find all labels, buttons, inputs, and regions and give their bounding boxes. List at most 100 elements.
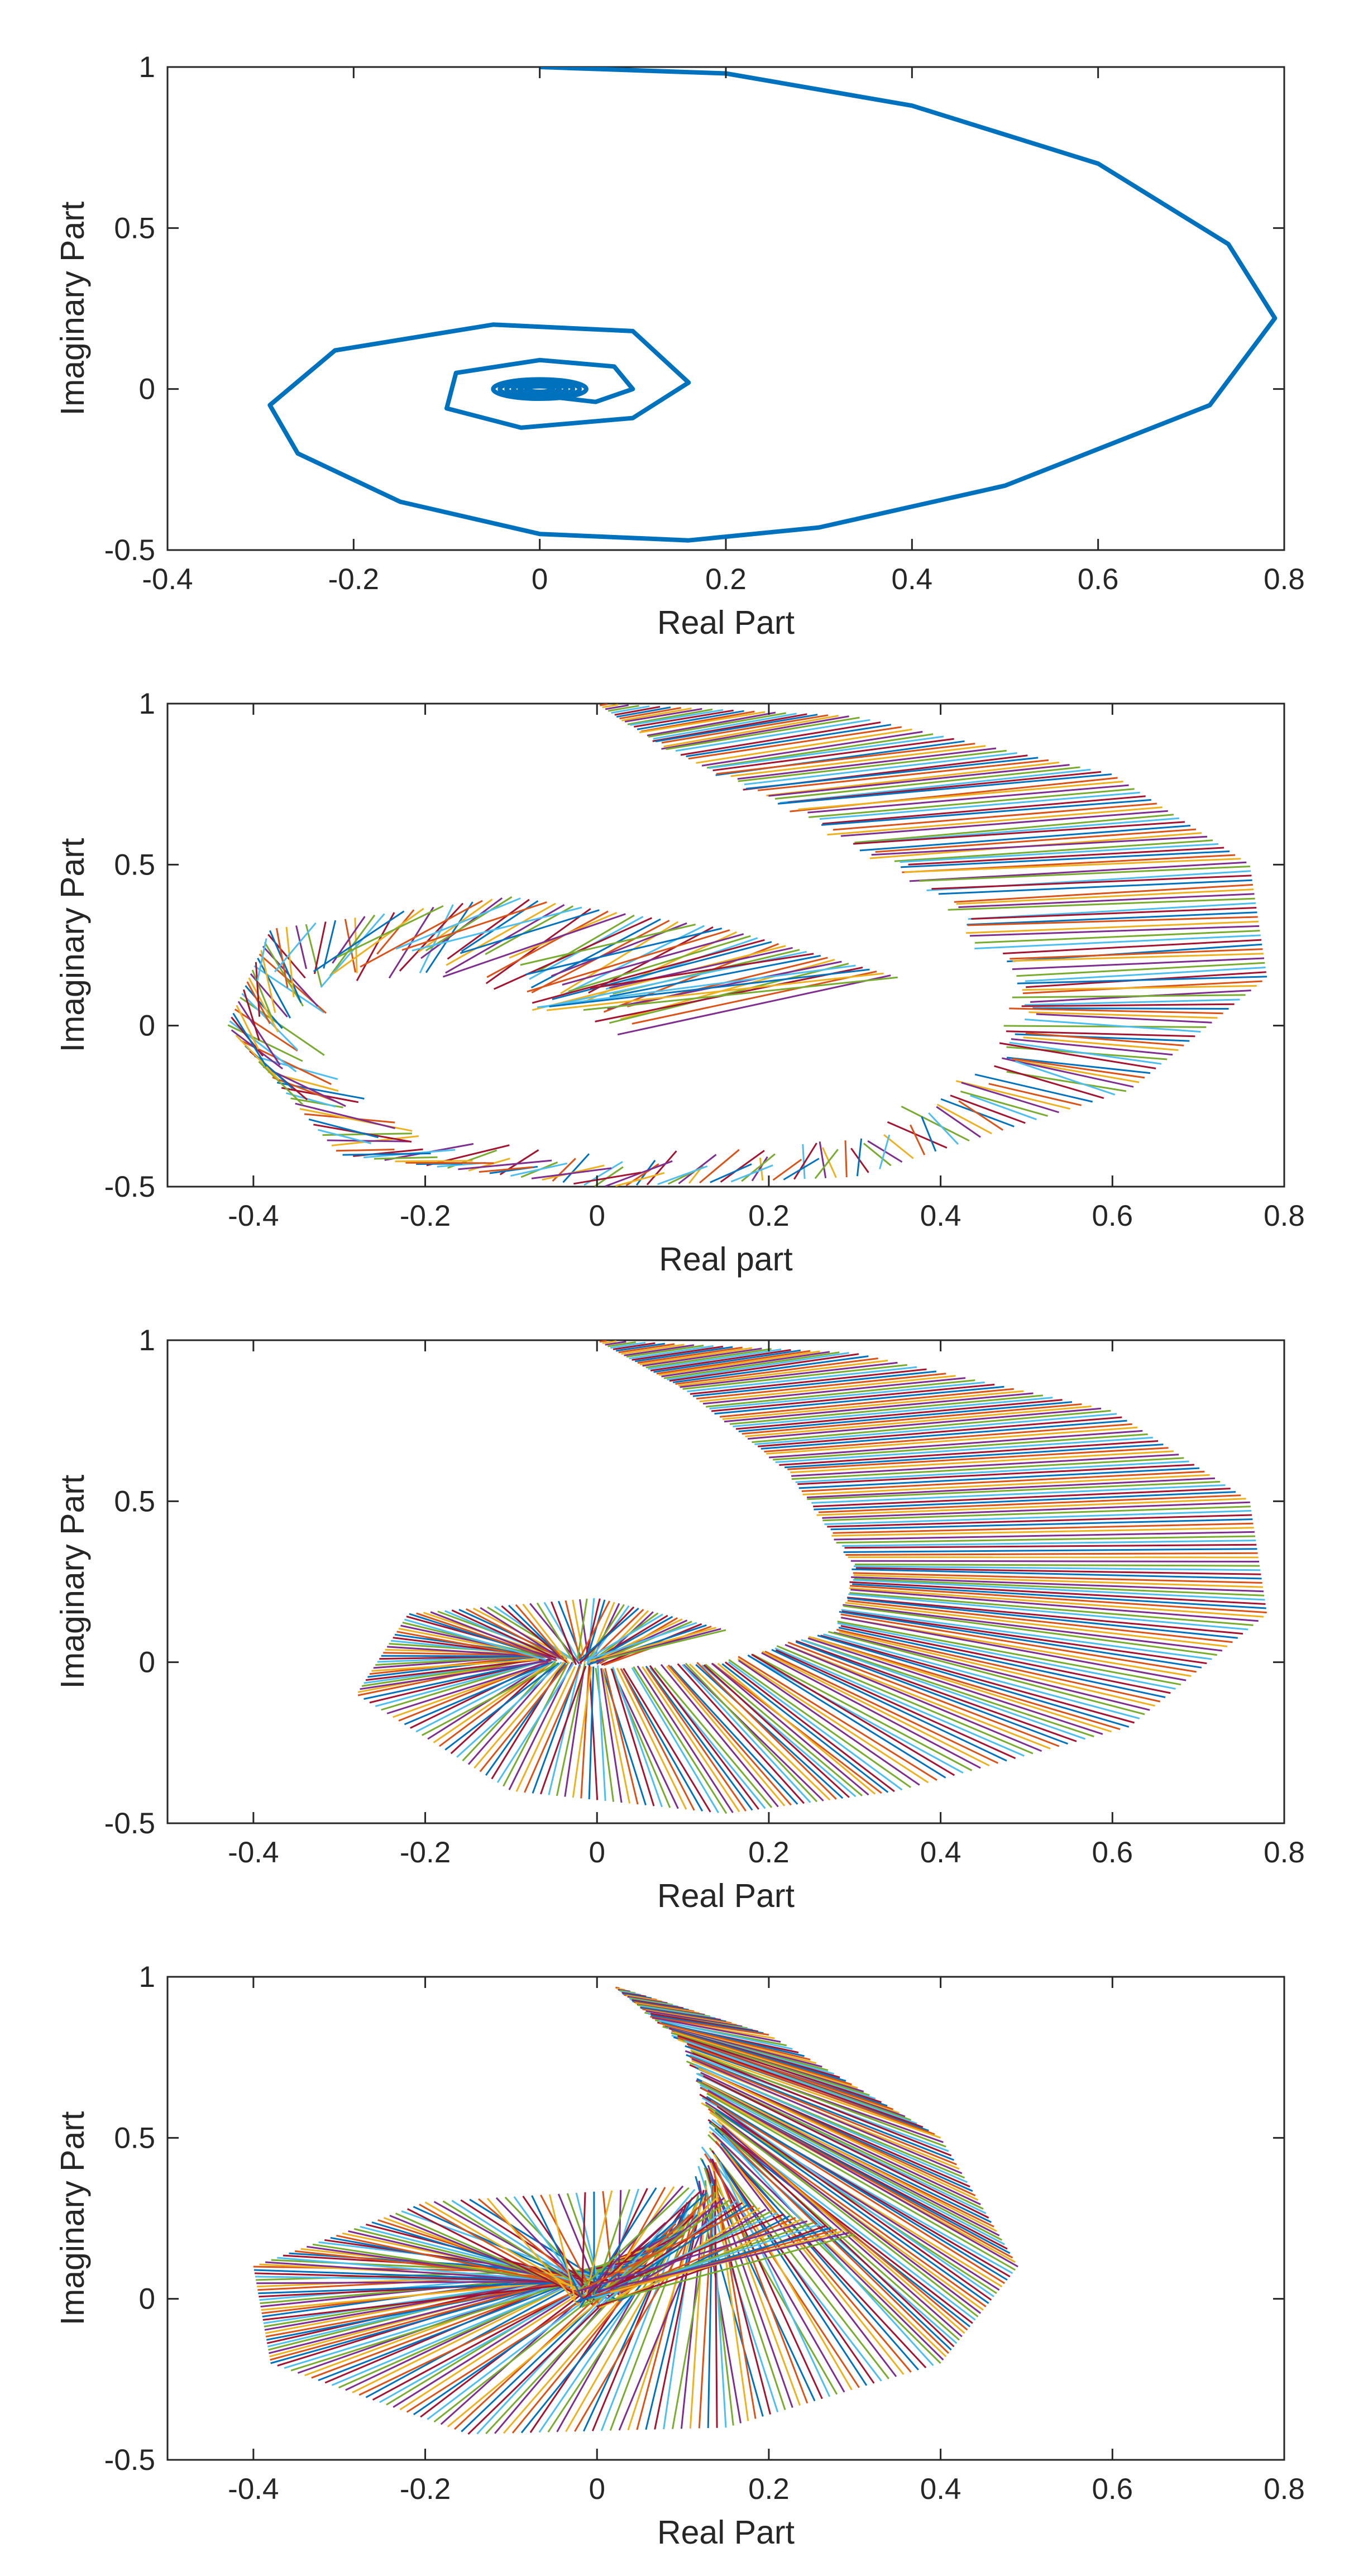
segment-line	[836, 1628, 1161, 1703]
segment-line	[719, 2161, 831, 2397]
segment-line	[706, 733, 934, 769]
segment-line	[808, 1636, 1112, 1733]
segment-line	[744, 752, 1017, 786]
segment-line	[784, 1643, 1042, 1752]
segment-line	[712, 2111, 979, 2317]
segment-line	[242, 989, 260, 1041]
segment-line	[711, 2132, 944, 2361]
segment-line	[696, 2078, 992, 2223]
segment-line	[642, 1666, 740, 1813]
segment-line	[774, 1647, 1025, 1757]
segment-line	[605, 704, 629, 710]
segment-line	[539, 1666, 587, 1795]
segment-line	[587, 1602, 615, 1665]
segment-line	[653, 1667, 773, 1808]
segment-line	[839, 1610, 1202, 1669]
segment-line	[834, 1531, 1255, 1541]
segment-line	[776, 1645, 1034, 1755]
segment-line	[716, 2105, 992, 2301]
segment-line	[586, 1599, 606, 1660]
segment-line	[613, 1342, 656, 1350]
segment-line	[1012, 953, 1264, 962]
x-tick-label: -0.4	[142, 563, 193, 596]
segment-line	[795, 1460, 1189, 1483]
segment-line	[272, 1076, 336, 1102]
segment-line	[610, 1341, 646, 1349]
segment-line	[845, 1602, 1228, 1647]
segment-line	[686, 724, 892, 757]
segment-line	[837, 1622, 1176, 1690]
segment-line	[648, 1349, 782, 1370]
segment-line	[607, 705, 639, 712]
x-axis-label: Real part	[659, 1241, 792, 1278]
segment-line	[819, 1141, 827, 1178]
segment-line	[797, 1464, 1194, 1485]
segment-line	[236, 1005, 260, 1050]
segment-line	[313, 910, 405, 973]
segment-line	[821, 1147, 837, 1178]
segment-line	[841, 1617, 1187, 1681]
segment-line	[260, 950, 276, 1014]
segment-line	[716, 2119, 965, 2334]
segment-line	[687, 2043, 924, 2128]
segment-line	[673, 1355, 869, 1383]
segment-line	[580, 2205, 755, 2291]
segment-line	[1010, 948, 1263, 960]
segment-line	[234, 1009, 298, 1052]
chart-panel-1: -0.4 -0.2 0 0.2 0.4 0.6 0.8 -0.5 0 0.5 1 Real Part I…	[54, 51, 1305, 641]
segment-line	[843, 1548, 1257, 1553]
y-tick-label: -0.5	[104, 1170, 155, 1203]
segment-line	[845, 1552, 1258, 1556]
x-tick-label: 0	[589, 1199, 605, 1232]
segment-line	[687, 2044, 935, 2135]
segment-line	[837, 1621, 1181, 1686]
segment-line	[664, 2025, 822, 2068]
segment-line	[775, 1649, 1016, 1760]
segment-line	[683, 1664, 824, 1801]
segment-line	[624, 1344, 695, 1356]
segment-line	[616, 706, 671, 718]
segment-line	[503, 1661, 570, 1787]
segment-line	[546, 972, 884, 1011]
y-tick-label: 0.5	[114, 848, 155, 881]
segment-line	[1021, 1003, 1235, 1007]
segment-line	[650, 2015, 769, 2036]
segment-line	[887, 1121, 948, 1149]
segment-line	[658, 2019, 793, 2050]
segment-line	[275, 928, 289, 988]
y-tick-label: 1	[139, 1961, 155, 1994]
segment-line	[632, 1999, 684, 2009]
segment-line	[928, 1112, 959, 1145]
y-tick-label: -0.5	[104, 1807, 155, 1840]
segment-line	[269, 930, 302, 1003]
segment-line	[758, 1416, 1122, 1447]
segment-line	[709, 2158, 845, 2393]
segment-line	[496, 1663, 574, 1783]
segment-line	[994, 1065, 1104, 1100]
segment-line	[673, 2032, 858, 2089]
segment-line	[256, 938, 267, 981]
segment-line	[813, 1488, 1231, 1508]
y-tick-label: 0.5	[114, 212, 155, 245]
segment-line	[1009, 1041, 1162, 1065]
segment-line	[663, 715, 839, 748]
segment-line	[447, 2227, 688, 2427]
segment-line	[702, 1377, 966, 1405]
segment-line	[688, 726, 902, 760]
segment-line	[652, 713, 807, 742]
segment-line	[655, 714, 818, 743]
segment-line	[966, 920, 1259, 934]
segment-line	[711, 1662, 869, 1796]
segment-line	[660, 1664, 779, 1808]
segment-line	[258, 1060, 304, 1106]
segment-line	[618, 2201, 715, 2431]
segment-line	[354, 917, 358, 973]
segment-line	[706, 1379, 975, 1408]
segment-line	[694, 2063, 968, 2183]
segment-line	[931, 874, 1252, 890]
segment-line	[853, 1565, 1261, 1571]
segment-line	[632, 1345, 724, 1361]
segment-line	[1024, 998, 1240, 1006]
segment-line	[479, 1166, 533, 1173]
segment-line	[611, 705, 650, 714]
